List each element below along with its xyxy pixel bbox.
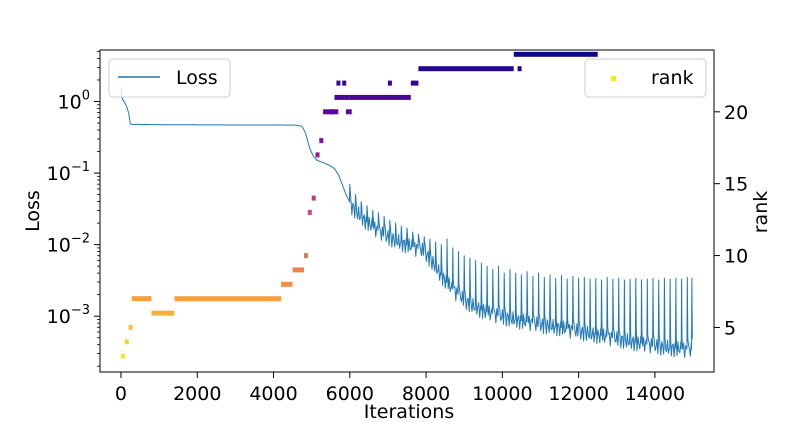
- rank-point-segment: [121, 353, 125, 359]
- x-tick-label: 8000: [402, 383, 450, 405]
- y-left-tick-label: 100: [58, 89, 90, 114]
- rank-point-segment: [307, 209, 312, 215]
- rank-legend-label: rank: [651, 67, 694, 89]
- rank-legend-box: [584, 58, 707, 98]
- rank-point-segment: [319, 138, 324, 144]
- y-right-tick-label: 10: [724, 246, 748, 268]
- rank-point-segment: [387, 80, 392, 86]
- rank-point-segment: [336, 80, 341, 86]
- x-tick-label: 12000: [548, 383, 608, 405]
- y-right-axis-label: rank: [750, 191, 772, 234]
- rank-legend: rank: [584, 58, 707, 98]
- rank-legend-swatch: [611, 76, 616, 81]
- rank-point-segment: [124, 339, 129, 345]
- x-tick-label: 4000: [249, 383, 297, 405]
- rank-point-segment: [292, 267, 304, 273]
- rank-point-segment: [513, 51, 598, 57]
- y-left-tick-label: 10−2: [47, 232, 90, 257]
- y-left-tick-label: 10−1: [47, 160, 90, 185]
- rank-point-segment: [346, 109, 352, 115]
- loss-legend-label: Loss: [176, 67, 218, 89]
- rank-point-segment: [323, 109, 335, 115]
- loss-legend: Loss: [108, 58, 231, 98]
- rank-point-segment: [334, 94, 350, 100]
- rank-point-segment: [304, 253, 308, 259]
- rank-point-segment: [131, 296, 152, 302]
- y-right-axis-ticks: 5 10 15 20: [714, 102, 748, 339]
- x-axis-label: Iterations: [364, 401, 455, 422]
- rank-point-segment: [517, 66, 522, 72]
- y-left-tick-label: 10−3: [47, 303, 90, 328]
- y-right-tick-label: 5: [724, 317, 736, 339]
- loss-line: [120, 86, 693, 358]
- y-right-tick-label: 20: [724, 102, 748, 124]
- rank-point-segment: [418, 66, 514, 72]
- rank-point-segment: [128, 324, 133, 330]
- y-left-axis-ticks: 100 10−1 10−2 10−3: [47, 51, 100, 367]
- plot-area-frame: [99, 49, 715, 373]
- x-tick-label: 0: [115, 383, 127, 405]
- loss-legend-box: [108, 58, 231, 98]
- rank-point-segment: [281, 281, 293, 287]
- rank-point-segment: [342, 80, 347, 86]
- rank-point-segment: [174, 296, 282, 302]
- rank-point-segment: [330, 109, 339, 115]
- x-tick-label: 6000: [326, 383, 374, 405]
- rank-point-segment: [315, 152, 320, 158]
- rank-series-layer: [121, 51, 598, 359]
- x-tick-label: 10000: [472, 383, 532, 405]
- y-right-tick-label: 15: [724, 174, 748, 196]
- x-tick-label: 2000: [173, 383, 221, 405]
- rank-point-segment: [410, 80, 419, 86]
- rank-point-segment: [151, 310, 175, 316]
- y-left-axis-label: Loss: [22, 190, 44, 232]
- x-tick-label: 14000: [625, 383, 685, 405]
- loss-series-layer: [120, 86, 693, 358]
- rank-point-segment: [311, 195, 316, 201]
- rank-point-segment: [349, 94, 411, 100]
- x-axis-ticks: 0 2000 4000 6000 8000 10000 12000 14000: [115, 372, 685, 405]
